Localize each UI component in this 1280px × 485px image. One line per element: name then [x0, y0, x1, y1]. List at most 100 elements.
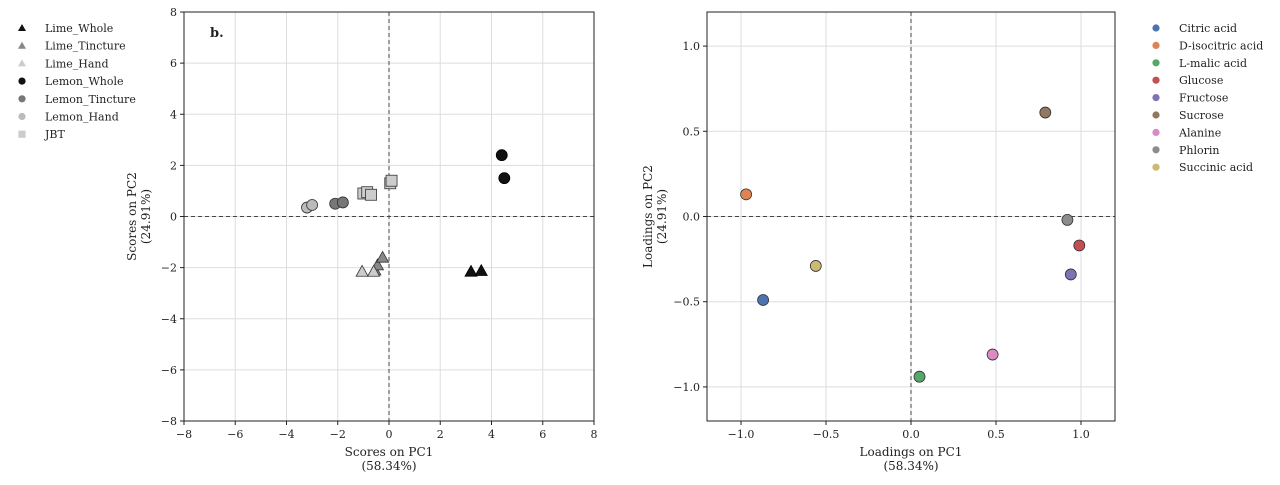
legend-label: Sucrose — [1179, 109, 1224, 122]
x-tick-label: −2 — [330, 428, 346, 441]
series-lime-whole — [464, 263, 488, 277]
legend-marker — [1152, 111, 1160, 119]
y-tick-label: 6 — [170, 57, 177, 70]
x-tick-label: 0 — [386, 428, 393, 441]
data-point — [498, 172, 511, 185]
legend-marker — [1152, 128, 1160, 136]
legend-label: Lime_Hand — [45, 57, 109, 70]
legend-marker — [1152, 41, 1160, 50]
legend-2: Citric acid D-isocitric acid L-malic acid G… — [1152, 22, 1263, 174]
x-axis-percent: (58.34%) — [361, 459, 416, 473]
series-d-isocitric-acid — [740, 188, 752, 201]
legend-label: Succinic acid — [1179, 161, 1253, 174]
plot-frame — [706, 11, 1116, 422]
series-phlorin — [1061, 214, 1074, 226]
legend-item: Lime_Hand — [18, 57, 109, 70]
legend-label: Fructose — [1179, 92, 1228, 105]
x-tick-label: −0.5 — [813, 428, 840, 441]
legend-marker — [18, 24, 26, 31]
series-lemon-whole — [495, 149, 511, 185]
legend-item: Fructose — [1152, 92, 1228, 105]
legend-marker — [18, 77, 26, 85]
data-point — [757, 294, 769, 306]
series-alanine — [986, 348, 999, 361]
y-axis-label: Scores on PC2 — [125, 172, 139, 261]
x-tick-label: −1.0 — [728, 428, 755, 441]
y-tick-label: 4 — [170, 108, 177, 121]
data-point — [1064, 268, 1077, 281]
y-axis-label: Loadings on PC2 — [641, 165, 655, 268]
legend-item: D-isocitric acid — [1152, 39, 1263, 52]
series-succinic-acid — [809, 260, 822, 272]
y-tick-label: 8 — [170, 6, 177, 19]
x-tick-label: 4 — [488, 428, 495, 441]
legend-item: Lime_Whole — [18, 22, 113, 35]
legend-1: Lime_Whole Lime_Tincture Lime_Hand Lemon_Wh… — [18, 22, 136, 141]
y-tick-label: 0.0 — [683, 211, 701, 224]
legend-marker — [1152, 163, 1160, 171]
x-tick-label: 0.0 — [902, 428, 920, 441]
y-tick-label: −2 — [161, 262, 177, 275]
y-tick-label: 0.5 — [683, 125, 701, 138]
x-axis-percent: (58.34%) — [883, 459, 938, 473]
legend-item: Phlorin — [1152, 144, 1220, 157]
legend-marker — [1152, 94, 1160, 102]
legend-item: Lemon_Whole — [18, 75, 124, 88]
data-point — [464, 264, 478, 277]
y-tick-label: −6 — [161, 364, 177, 377]
legend-label: Lime_Whole — [45, 22, 113, 35]
series-fructose — [1064, 268, 1077, 281]
x-tick-label: 0.5 — [987, 428, 1005, 441]
legend-marker — [1152, 76, 1160, 84]
series-jbt — [357, 174, 398, 201]
legend-label: Lemon_Whole — [45, 75, 124, 88]
x-tick-label: −8 — [176, 428, 192, 441]
legend-marker — [18, 41, 26, 49]
x-tick-label: 8 — [591, 428, 598, 441]
y-axis-percent: (24.91%) — [655, 189, 669, 244]
data-point — [809, 260, 822, 272]
legend-item: JBT — [18, 128, 65, 141]
legend-item: Glucose — [1152, 74, 1223, 87]
legend-label: D-isocitric acid — [1179, 39, 1263, 52]
y-tick-label: −4 — [161, 313, 177, 326]
legend-label: Lemon_Tincture — [45, 93, 136, 106]
data-point — [474, 263, 488, 276]
legend-marker — [18, 95, 26, 103]
legend-label: Lemon_Hand — [45, 111, 119, 124]
series-lime-hand — [355, 264, 381, 277]
data-point — [385, 174, 398, 187]
y-tick-label: −1.0 — [673, 381, 700, 394]
data-point — [1039, 106, 1052, 119]
legend-label: JBT — [44, 128, 65, 141]
data-point — [306, 199, 319, 211]
legend-marker — [18, 59, 26, 67]
legend-item: Lemon_Hand — [18, 111, 119, 124]
x-tick-label: 1.0 — [1072, 428, 1090, 441]
data-point — [913, 370, 926, 383]
legend-label: L-malic acid — [1179, 57, 1247, 70]
data-point — [1061, 214, 1074, 226]
legend-label: Citric acid — [1179, 22, 1237, 35]
legend-item: Lime_Tincture — [18, 40, 126, 53]
x-tick-label: 2 — [437, 428, 444, 441]
data-point — [365, 188, 377, 201]
y-tick-label: −8 — [161, 415, 177, 428]
legend-label: Glucose — [1179, 74, 1223, 87]
legend-marker — [1152, 146, 1160, 154]
data-point — [740, 188, 752, 201]
y-tick-label: −0.5 — [673, 296, 700, 309]
legend-marker — [18, 130, 26, 138]
legend-marker — [18, 112, 26, 121]
series-lemon-hand — [301, 199, 319, 214]
legend-item: Citric acid — [1152, 22, 1237, 35]
panel-label: b. — [210, 26, 224, 41]
plot-frame — [183, 11, 595, 422]
x-tick-label: −6 — [227, 428, 243, 441]
y-tick-label: 0 — [170, 211, 177, 224]
series-glucose — [1073, 239, 1086, 252]
legend-item: Alanine — [1152, 126, 1221, 139]
x-tick-label: −4 — [278, 428, 294, 441]
y-tick-label: 2 — [170, 159, 177, 172]
